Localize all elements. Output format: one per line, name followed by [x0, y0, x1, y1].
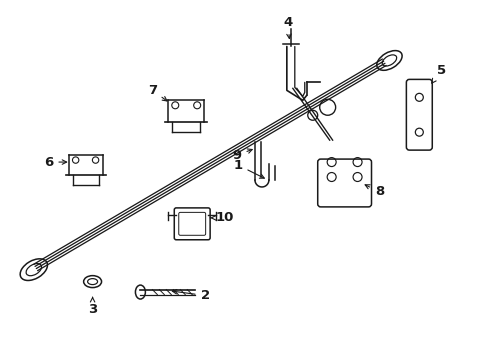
Text: 5: 5 — [431, 64, 445, 83]
Text: 10: 10 — [210, 211, 234, 224]
Text: 7: 7 — [147, 84, 167, 101]
Text: 6: 6 — [44, 156, 66, 168]
Text: 1: 1 — [233, 158, 264, 178]
Text: 8: 8 — [365, 185, 383, 198]
Text: 3: 3 — [88, 297, 97, 316]
Text: 9: 9 — [232, 149, 252, 162]
Text: 2: 2 — [172, 289, 209, 302]
Text: 4: 4 — [283, 16, 292, 39]
